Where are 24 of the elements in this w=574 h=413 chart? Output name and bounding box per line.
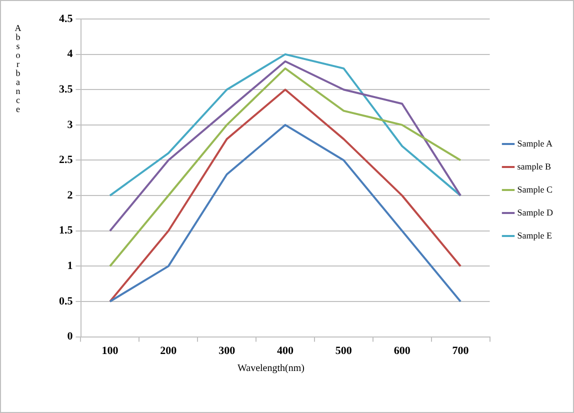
x-tick-label: 700 bbox=[452, 345, 470, 358]
y-tick-label: 0 bbox=[67, 330, 74, 343]
x-tick-label: 100 bbox=[102, 345, 119, 358]
legend-label: Sample C bbox=[517, 184, 553, 194]
y-axis-title: Absorbance bbox=[13, 23, 23, 113]
y-tick-label: 0.5 bbox=[59, 295, 74, 308]
y-tick-label: 3 bbox=[67, 118, 74, 131]
legend-label: Sample E bbox=[517, 230, 552, 240]
x-tick-label: 400 bbox=[277, 345, 294, 358]
x-tick-label: 600 bbox=[394, 345, 411, 358]
legend-label: Sample D bbox=[517, 207, 554, 218]
x-axis-title: Wavelength(nm) bbox=[236, 363, 306, 374]
y-tick-label: 4.5 bbox=[59, 12, 74, 25]
y-tick-label: 2 bbox=[67, 189, 74, 202]
y-tick-label: 1 bbox=[67, 260, 73, 272]
x-tick-label: 200 bbox=[160, 345, 178, 358]
y-tick-label: 4 bbox=[67, 48, 74, 60]
x-tick-label: 500 bbox=[335, 345, 352, 358]
legend-label: Sample A bbox=[517, 138, 554, 148]
y-tick-label: 1.5 bbox=[59, 224, 74, 237]
x-tick-label: 300 bbox=[218, 345, 236, 358]
y-tick-label: 2.5 bbox=[59, 154, 74, 166]
y-tick-label: 3.5 bbox=[59, 83, 74, 96]
legend-label: sample B bbox=[517, 161, 552, 172]
